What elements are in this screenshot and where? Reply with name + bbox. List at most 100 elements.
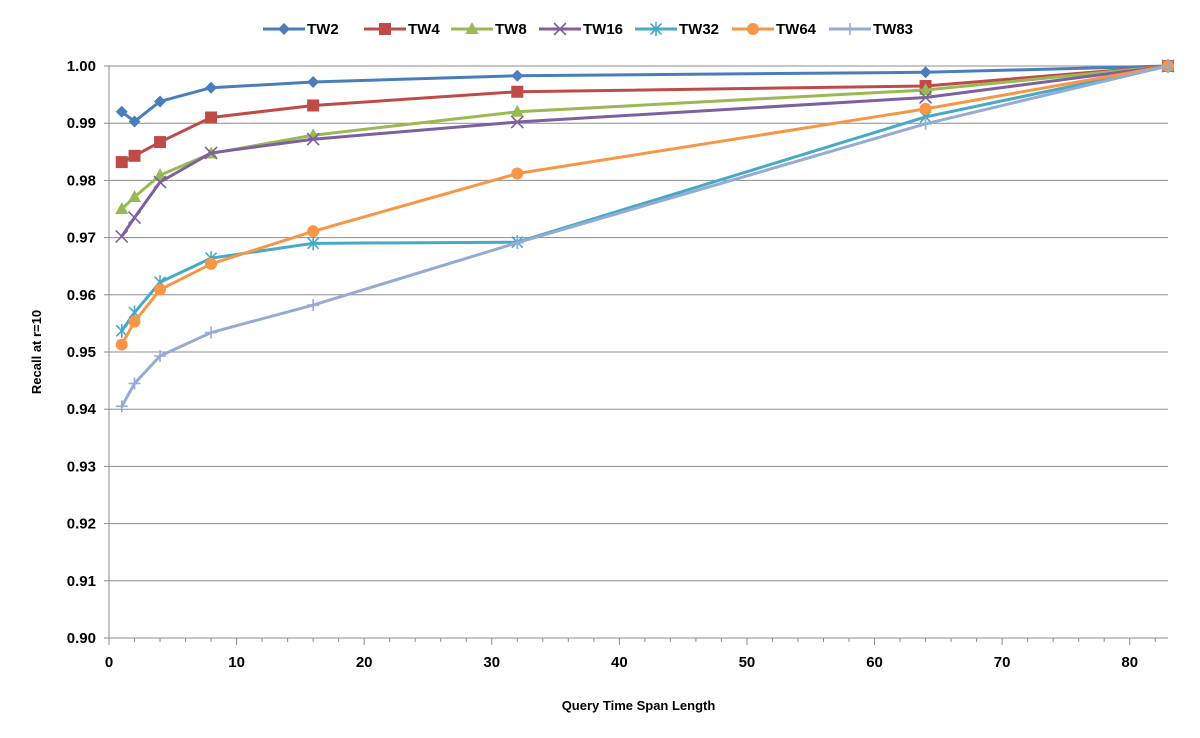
data-point-tw64 bbox=[115, 338, 128, 351]
legend-item-tw16: TW16 bbox=[539, 21, 623, 38]
data-point-tw16 bbox=[306, 132, 320, 146]
data-point-tw8 bbox=[115, 202, 129, 214]
legend-label-tw4: TW4 bbox=[408, 21, 440, 38]
y-tick-label: 0.99 bbox=[67, 115, 96, 132]
data-point-tw83 bbox=[128, 377, 141, 390]
y-tick-label: 0.98 bbox=[67, 172, 96, 189]
data-point-tw83 bbox=[115, 400, 128, 413]
data-point-tw64 bbox=[919, 102, 932, 115]
legend-label-tw64: TW64 bbox=[776, 21, 817, 38]
series-line-tw64 bbox=[120, 64, 1170, 347]
data-point-tw16 bbox=[153, 175, 167, 189]
data-point-tw16 bbox=[510, 115, 524, 129]
legend-label-tw83: TW83 bbox=[873, 21, 913, 38]
y-tick-label: 0.93 bbox=[67, 458, 96, 475]
data-point-tw4 bbox=[511, 85, 524, 98]
data-point-tw83 bbox=[919, 117, 932, 130]
legend-marker-tw83 bbox=[844, 23, 856, 35]
data-point-tw16 bbox=[115, 229, 129, 244]
y-tick-label: 0.90 bbox=[67, 630, 96, 647]
series-tw64 bbox=[115, 60, 1174, 351]
y-tick-label: 0.94 bbox=[67, 401, 97, 418]
data-point-tw16 bbox=[204, 146, 218, 160]
data-point-tw8 bbox=[128, 189, 142, 202]
data-point-tw64 bbox=[307, 225, 320, 238]
data-point-tw8 bbox=[306, 128, 320, 141]
legend-item-tw32: TW32 bbox=[635, 21, 719, 38]
data-point-tw4 bbox=[115, 156, 128, 169]
data-point-tw4 bbox=[154, 136, 167, 149]
series-tw32 bbox=[115, 59, 1175, 338]
data-point-tw2 bbox=[154, 95, 167, 108]
data-point-tw8 bbox=[919, 83, 933, 96]
y-tick-label: 0.96 bbox=[67, 287, 96, 304]
legend-marker-tw64 bbox=[747, 23, 759, 35]
data-point-tw83 bbox=[154, 350, 167, 363]
series-tw2 bbox=[115, 60, 1174, 128]
data-point-tw8 bbox=[510, 104, 524, 117]
y-tick-label: 0.92 bbox=[67, 516, 96, 533]
data-point-tw64 bbox=[205, 257, 218, 270]
y-tick-label: 0.95 bbox=[67, 344, 96, 361]
data-point-tw2 bbox=[128, 115, 141, 128]
data-point-tw4 bbox=[205, 111, 218, 124]
axes: 0.90 0.91 0.92 0.93 0.94 0.95 0.96 0.97 0.98 0.99… bbox=[67, 58, 1168, 671]
x-tick-label: 10 bbox=[228, 654, 245, 671]
legend-label-tw16: TW16 bbox=[583, 21, 623, 38]
data-point-tw32 bbox=[307, 236, 320, 251]
x-tick-label: 80 bbox=[1121, 654, 1138, 671]
legend-item-tw4: TW4 bbox=[364, 21, 440, 38]
series-line-tw2 bbox=[120, 64, 1170, 123]
data-point-tw2 bbox=[307, 76, 320, 89]
x-tick-label: 70 bbox=[994, 654, 1011, 671]
legend-item-tw8: TW8 bbox=[451, 21, 527, 38]
legend-label-tw2: TW2 bbox=[307, 21, 339, 38]
legend-marker-tw2 bbox=[278, 23, 290, 35]
series-tw16 bbox=[115, 59, 1175, 244]
legend-label-tw32: TW32 bbox=[679, 21, 719, 38]
x-tick-label: 0 bbox=[105, 654, 113, 671]
series-line-tw8 bbox=[120, 64, 1170, 211]
legend-marker-tw8 bbox=[465, 22, 479, 34]
y-tick-label: 0.91 bbox=[67, 573, 96, 590]
series-tw83 bbox=[115, 60, 1174, 413]
data-point-tw32 bbox=[115, 323, 128, 338]
legend-item-tw2: TW2 bbox=[263, 21, 339, 38]
data-point-tw2 bbox=[205, 81, 218, 94]
legend-item-tw83: TW83 bbox=[829, 21, 913, 38]
data-point-tw83 bbox=[307, 299, 320, 312]
data-point-tw83 bbox=[1162, 60, 1174, 72]
x-tick-label: 40 bbox=[611, 654, 628, 671]
grid-lines bbox=[109, 65, 1168, 582]
x-tick-label: 30 bbox=[483, 654, 500, 671]
data-point-tw16 bbox=[127, 211, 142, 225]
data-point-tw2 bbox=[919, 66, 932, 79]
data-point-tw2 bbox=[511, 69, 524, 82]
data-point-tw64 bbox=[511, 167, 524, 180]
x-tick-label: 60 bbox=[866, 654, 883, 671]
legend: TW2 TW4 TW8 TW16 TW32 TW64 TW83 bbox=[263, 21, 913, 38]
legend-label-tw8: TW8 bbox=[495, 21, 527, 38]
legend-item-tw64: TW64 bbox=[732, 21, 817, 38]
series-line-tw83 bbox=[120, 64, 1170, 408]
series-line-tw16 bbox=[120, 64, 1170, 238]
data-point-tw16 bbox=[919, 90, 933, 105]
y-tick-label: 1.00 bbox=[67, 58, 96, 75]
data-point-tw4 bbox=[307, 99, 320, 112]
legend-marker-tw32 bbox=[649, 22, 663, 36]
data-point-tw8 bbox=[153, 168, 167, 181]
data-point-tw64 bbox=[128, 315, 141, 328]
data-point-tw4 bbox=[128, 149, 141, 162]
legend-marker-tw4 bbox=[379, 23, 391, 35]
x-axis-title: Query Time Span Length bbox=[562, 698, 716, 713]
data-point-tw83 bbox=[511, 236, 524, 249]
legend-marker-tw16 bbox=[553, 22, 567, 36]
y-tick-label: 0.97 bbox=[67, 230, 96, 247]
series-tw8 bbox=[115, 59, 1175, 214]
data-point-tw83 bbox=[205, 326, 218, 339]
data-point-tw64 bbox=[154, 283, 167, 296]
y-axis-title: Recall at r=10 bbox=[29, 310, 44, 394]
x-tick-label: 50 bbox=[739, 654, 756, 671]
